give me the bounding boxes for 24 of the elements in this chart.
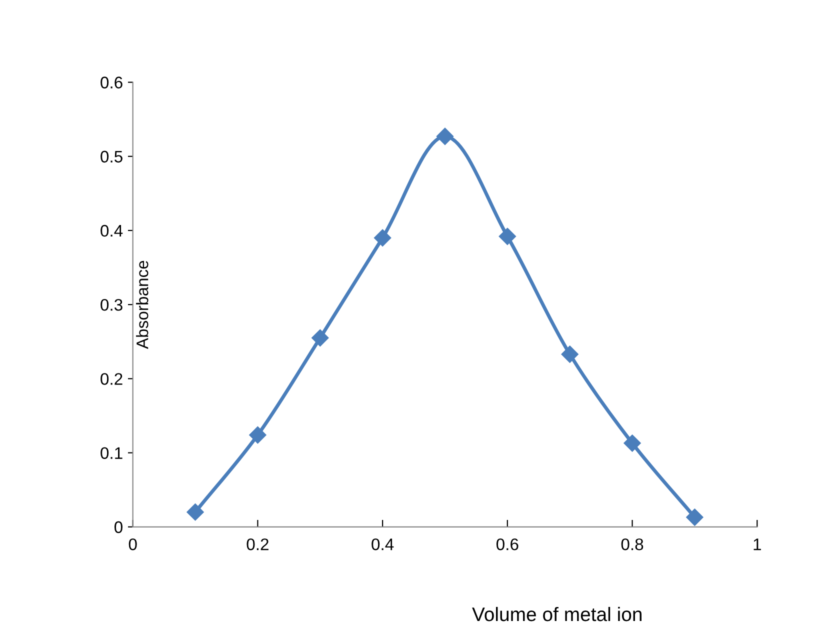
point <box>561 346 578 363</box>
y-tick-label: 0.4 <box>100 224 123 237</box>
y-tick-label: 0 <box>114 521 122 534</box>
x-tick-label: 0.8 <box>621 538 644 550</box>
point <box>374 229 392 246</box>
x-tick-label: 1 <box>754 538 761 550</box>
point <box>312 329 329 346</box>
x-tick-label: 0.6 <box>496 538 518 550</box>
x-tick-label: 0 <box>128 538 137 550</box>
y-tick-label: 0.3 <box>100 298 122 311</box>
point <box>686 508 704 526</box>
y-tick-label: 0.6 <box>100 76 122 88</box>
x-tick-label: 0.2 <box>246 538 268 550</box>
y-tick-label: 0.5 <box>100 150 122 163</box>
point <box>436 128 454 145</box>
point <box>249 426 266 444</box>
y-tick-label: 0.1 <box>100 447 122 459</box>
y-tick-label: 0.2 <box>100 373 122 385</box>
x-tick-label: 0.4 <box>372 538 394 550</box>
point <box>186 504 204 521</box>
x-axis-title: Volume of metal ion <box>472 606 642 622</box>
point <box>624 434 641 452</box>
point <box>498 228 516 245</box>
y-axis-title: Absorbance <box>136 260 148 350</box>
